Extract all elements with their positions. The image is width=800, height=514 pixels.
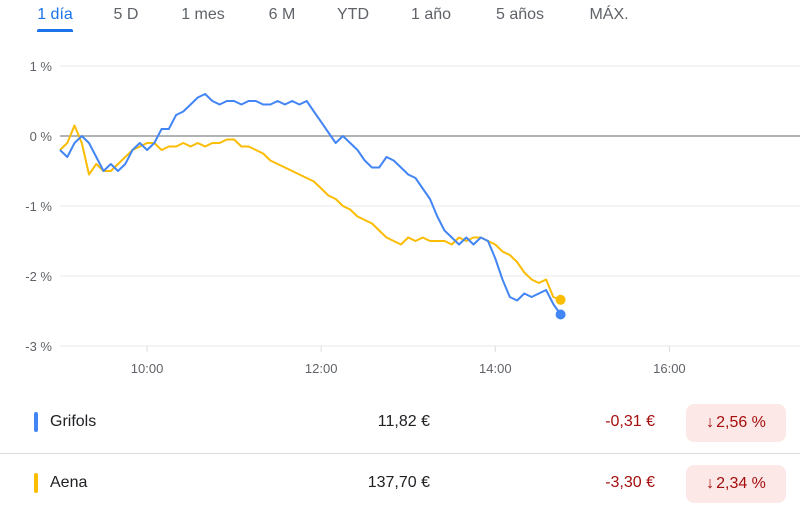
stock-change: -3,30 € [605,474,655,491]
last-point-aena [555,294,566,305]
tab-5-d[interactable]: 5 D [113,6,139,23]
percent-change-value: 2,56 % [716,414,766,431]
price-comparison-chart[interactable]: 1 % 0 % -1 % -2 % -3 % 10:00 12:00 14:00 16:00 [0,40,800,385]
y-tick-label: -3 % [25,339,52,354]
stock-name: Grifols [50,413,97,430]
x-tick-label: 12:00 [305,361,338,376]
tab-5-anos[interactable]: 5 años [495,6,545,23]
percent-change-value: 2,34 % [716,475,766,492]
x-tick-label: 10:00 [131,361,164,376]
percent-change-badge: ↓ 2,34 % [686,465,786,503]
y-tick-label: 0 % [30,129,53,144]
tab-1-mes[interactable]: 1 mes [181,6,225,23]
aena-series-swatch [34,473,38,493]
tab-ytd[interactable]: YTD [337,6,369,23]
y-tick-label: 1 % [30,59,53,74]
tab-6-m[interactable]: 6 M [268,6,296,23]
y-tick-label: -1 % [25,199,52,214]
stock-name: Aena [50,474,88,491]
legend-row-grifols[interactable]: Grifols 11,82 € -0,31 € ↓ 2,56 % [0,393,800,453]
y-tick-label: -2 % [25,269,52,284]
tab-max[interactable]: MÁX. [589,6,629,23]
time-range-tabs: 1 día 5 D 1 mes 6 M YTD 1 año 5 años MÁX… [0,0,800,40]
last-point-grifols [555,309,566,320]
series-line-aena [59,124,561,301]
series-line-grifols [59,93,562,316]
legend-row-aena[interactable]: Aena 137,70 € -3,30 € ↓ 2,34 % [0,453,800,514]
x-tick-label: 16:00 [653,361,686,376]
stock-price: 137,70 € [367,474,430,491]
arrow-down-icon: ↓ [706,414,715,431]
stock-change: -0,31 € [605,413,655,430]
grifols-series-swatch [34,412,38,432]
stock-price: 11,82 € [377,413,430,430]
active-tab-indicator [37,29,73,32]
tab-1-ano[interactable]: 1 año [410,6,452,23]
tab-1-dia[interactable]: 1 día [37,6,73,23]
percent-change-badge: ↓ 2,56 % [686,404,786,442]
x-tick-label: 14:00 [479,361,512,376]
arrow-down-icon: ↓ [706,475,715,492]
